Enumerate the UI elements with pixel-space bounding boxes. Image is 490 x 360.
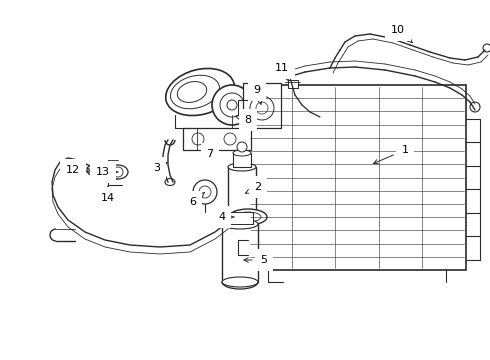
- Text: 2: 2: [245, 182, 262, 193]
- Ellipse shape: [177, 82, 207, 102]
- Bar: [228, 167, 256, 222]
- Text: 7: 7: [206, 148, 215, 159]
- Circle shape: [470, 102, 480, 112]
- Circle shape: [192, 133, 204, 145]
- Bar: [288, 80, 298, 88]
- Bar: [248, 85, 466, 270]
- Ellipse shape: [87, 164, 103, 176]
- Text: 11: 11: [275, 63, 289, 81]
- Ellipse shape: [222, 277, 258, 287]
- Text: 8: 8: [236, 115, 251, 125]
- Text: 9: 9: [253, 85, 262, 104]
- Bar: [183, 128, 251, 150]
- Circle shape: [113, 167, 123, 177]
- Text: 13: 13: [96, 167, 117, 177]
- Ellipse shape: [165, 179, 175, 185]
- Circle shape: [212, 85, 252, 125]
- Circle shape: [199, 186, 211, 198]
- Ellipse shape: [108, 165, 128, 179]
- Circle shape: [237, 142, 247, 152]
- Circle shape: [227, 100, 237, 110]
- Ellipse shape: [233, 150, 251, 156]
- Bar: [226, 212, 240, 222]
- Ellipse shape: [166, 68, 234, 116]
- Bar: [233, 153, 251, 167]
- Text: 12: 12: [66, 165, 91, 175]
- Circle shape: [256, 102, 268, 114]
- Ellipse shape: [229, 209, 267, 225]
- Bar: [243, 83, 281, 128]
- Ellipse shape: [222, 219, 258, 229]
- Circle shape: [483, 44, 490, 52]
- Text: 14: 14: [101, 186, 115, 203]
- Ellipse shape: [228, 163, 256, 171]
- Ellipse shape: [235, 212, 261, 222]
- Bar: [222, 224, 258, 282]
- Circle shape: [250, 96, 274, 120]
- Circle shape: [220, 93, 244, 117]
- Text: 5: 5: [244, 255, 268, 265]
- Bar: [227, 212, 253, 224]
- Ellipse shape: [228, 218, 256, 226]
- Circle shape: [193, 180, 217, 204]
- Text: 1: 1: [373, 145, 409, 164]
- Ellipse shape: [171, 75, 220, 109]
- Text: 10: 10: [391, 25, 412, 42]
- Text: 4: 4: [219, 212, 234, 222]
- Text: 3: 3: [153, 162, 167, 173]
- Circle shape: [224, 133, 236, 145]
- Text: 6: 6: [190, 193, 204, 207]
